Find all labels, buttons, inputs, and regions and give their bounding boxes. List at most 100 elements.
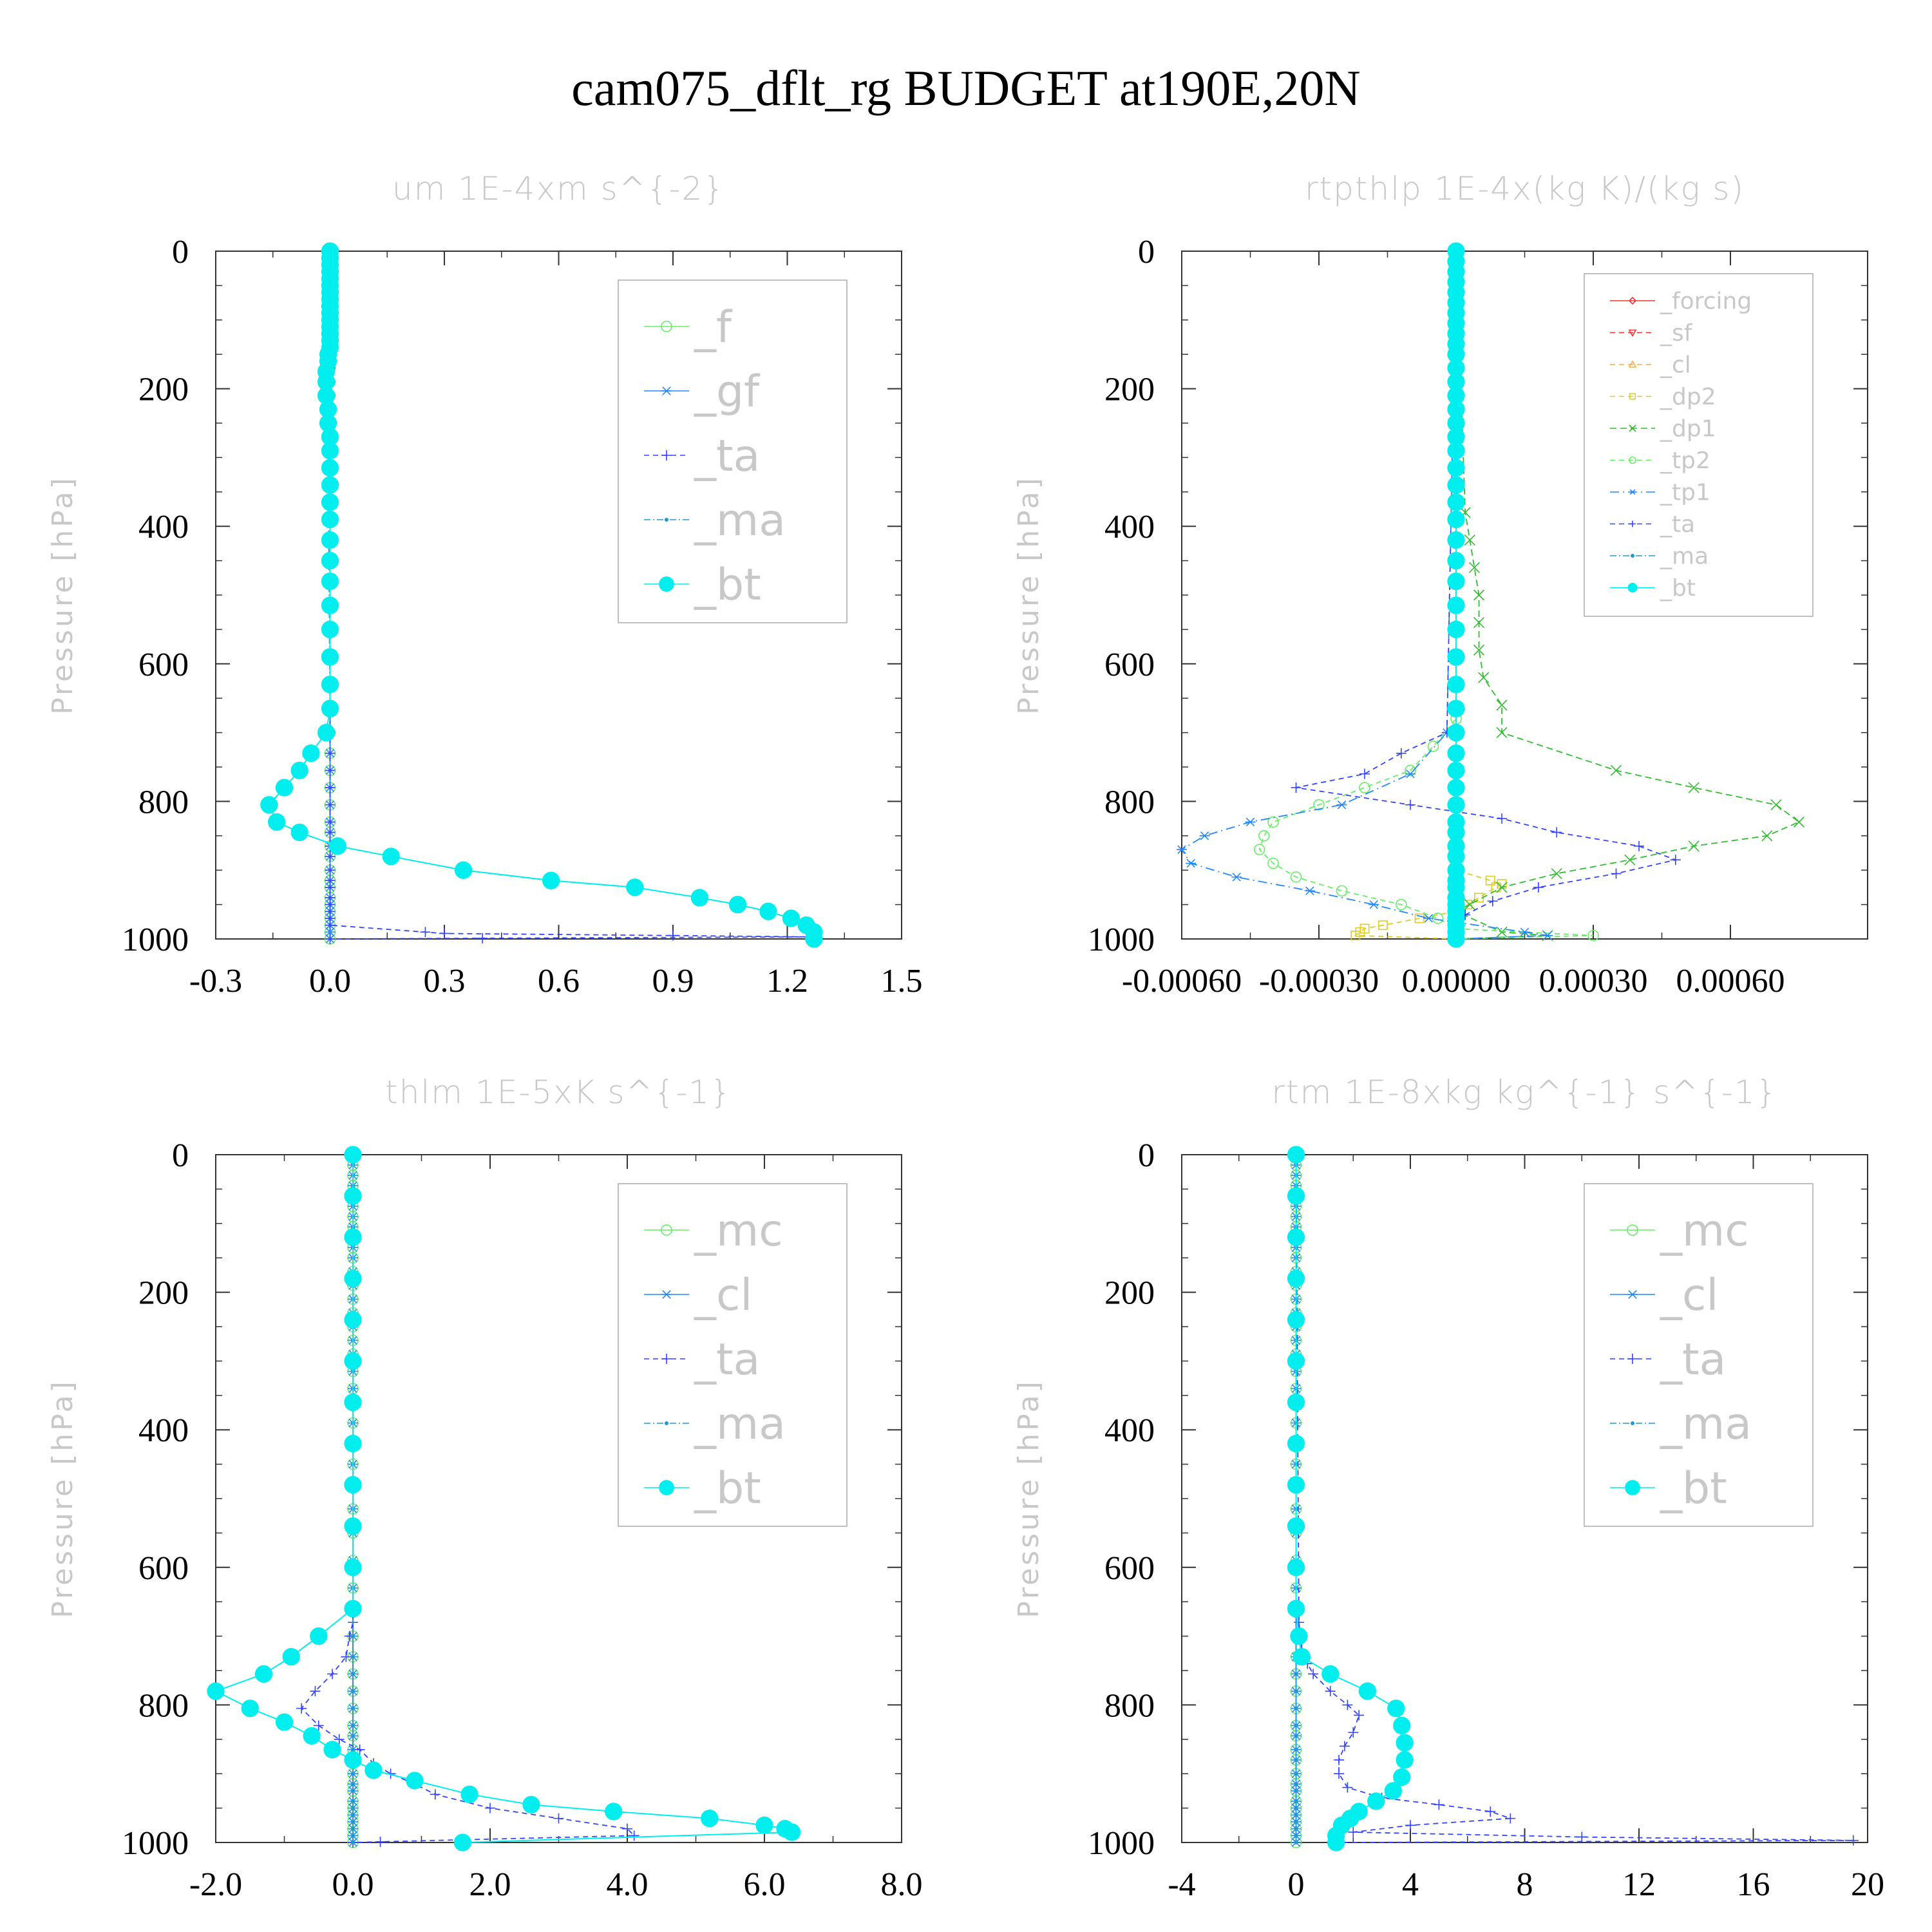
marker-plus xyxy=(1308,1669,1319,1680)
marker-point xyxy=(1294,1841,1298,1844)
marker-asterisk xyxy=(1405,769,1416,779)
legend-item: _forcing xyxy=(1610,289,1752,315)
marker-circle xyxy=(1267,816,1279,828)
x-tick-label: 0.00060 xyxy=(1676,963,1785,999)
marker-point xyxy=(351,1833,355,1838)
marker-dot xyxy=(1396,1734,1414,1752)
marker-asterisk xyxy=(1519,927,1530,937)
marker-point xyxy=(1294,1813,1298,1817)
marker-dot xyxy=(290,823,308,842)
series-dp2 xyxy=(1350,246,1507,944)
marker-dot xyxy=(344,1600,362,1618)
marker-point xyxy=(351,1706,355,1710)
marker-dot xyxy=(344,1146,362,1164)
marker-dot xyxy=(1447,510,1465,529)
panel-title: rtpthlp 1E-4x(kg K)/(kg s) xyxy=(1305,170,1745,207)
panel-rtpthlp-budget: rtpthlp 1E-4x(kg K)/(kg s) Pressure [hPa]… xyxy=(1012,170,1868,999)
marker-point xyxy=(1294,1747,1298,1752)
marker-plus xyxy=(1487,896,1498,907)
y-tick-label: 200 xyxy=(1104,372,1155,408)
series-line xyxy=(1354,251,1504,940)
marker-dot xyxy=(1287,1434,1305,1453)
marker-dot xyxy=(1447,848,1465,866)
marker-dot xyxy=(344,1476,362,1494)
panel-um-budget: um 1E-4xm s^{-2} Pressure [hPa] 0 200 400 600… xyxy=(46,170,923,999)
y-tick-label: 0 xyxy=(172,1137,189,1174)
marker-dot xyxy=(344,1558,362,1577)
legend-label: _ta xyxy=(694,431,760,482)
marker-x xyxy=(1496,727,1508,739)
marker-asterisk xyxy=(1177,845,1187,854)
marker-dot xyxy=(323,1741,341,1759)
marker-dot xyxy=(406,1772,424,1790)
x-tick-label: -0.00030 xyxy=(1259,963,1379,999)
marker-dot xyxy=(321,648,339,666)
marker-dot xyxy=(302,744,320,762)
x-tick-label: -0.3 xyxy=(189,963,242,999)
marker-dot xyxy=(1290,1627,1308,1645)
marker-x xyxy=(1473,617,1485,629)
panel-title: thlm 1E-5xK s^{-1} xyxy=(385,1074,732,1111)
marker-asterisk xyxy=(1199,831,1210,840)
marker-point xyxy=(351,1723,355,1728)
marker-asterisk xyxy=(1186,858,1197,868)
marker-point xyxy=(1294,1782,1298,1786)
marker-plus xyxy=(439,928,450,939)
marker-point xyxy=(351,1672,355,1676)
marker-x xyxy=(1464,899,1475,911)
marker-point xyxy=(351,1782,355,1786)
marker-asterisk xyxy=(325,927,336,937)
marker-dot xyxy=(1447,676,1465,694)
series-line xyxy=(1295,1155,1406,1842)
y-tick-label: 800 xyxy=(138,784,189,820)
marker-plus xyxy=(1396,748,1406,759)
x-tick-label: 1.5 xyxy=(881,963,923,999)
legend-item: _bt xyxy=(1610,1463,1727,1514)
legend-label: _sf xyxy=(1660,320,1693,346)
marker-point xyxy=(351,1841,355,1844)
marker-dot xyxy=(755,1816,773,1834)
legend-item: _ma xyxy=(644,1399,786,1450)
legend-item: _mc xyxy=(644,1206,783,1256)
y-tick-label: 800 xyxy=(138,1687,189,1724)
marker-dot xyxy=(1627,583,1638,592)
marker-point xyxy=(1294,1734,1298,1738)
legend-item: _ta xyxy=(1610,511,1695,538)
legend-label: _ma xyxy=(1660,1399,1752,1450)
marker-x xyxy=(1624,854,1636,866)
marker-dot xyxy=(1447,823,1465,842)
y-tick-label: 600 xyxy=(138,647,189,683)
marker-plus xyxy=(1497,813,1507,824)
legend-label: _cl xyxy=(694,1270,752,1321)
marker-dot xyxy=(344,1228,362,1246)
y-tick-label: 0 xyxy=(172,234,189,270)
marker-circle xyxy=(1427,741,1439,752)
marker-plus xyxy=(1359,768,1370,779)
marker-circle xyxy=(1313,799,1325,811)
marker-plus xyxy=(1354,1710,1365,1721)
marker-plus xyxy=(1293,1617,1304,1628)
marker-dot xyxy=(344,1393,362,1412)
marker-dot xyxy=(321,596,339,614)
marker-point xyxy=(351,1799,355,1803)
marker-dot xyxy=(344,1751,362,1769)
marker-plus xyxy=(485,1803,495,1814)
marker-plus xyxy=(325,913,336,923)
marker-plus xyxy=(1485,1806,1496,1817)
legend-label: _ta xyxy=(694,1334,760,1385)
marker-plus xyxy=(325,782,336,793)
marker-plus xyxy=(1334,1754,1345,1765)
marker-dot xyxy=(282,1648,300,1666)
marker-dot xyxy=(1321,1665,1340,1683)
marker-dot xyxy=(759,902,777,920)
marker-dot xyxy=(1393,1716,1411,1735)
series-line xyxy=(1295,1154,1853,1843)
marker-circle xyxy=(1267,857,1279,869)
marker-dot xyxy=(317,386,336,404)
marker-dot xyxy=(690,889,709,907)
marker-plus xyxy=(629,1830,639,1841)
marker-dot xyxy=(1447,401,1465,419)
marker-dot xyxy=(1447,442,1465,460)
marker-dot xyxy=(460,1785,478,1803)
marker-dot xyxy=(1447,779,1465,797)
